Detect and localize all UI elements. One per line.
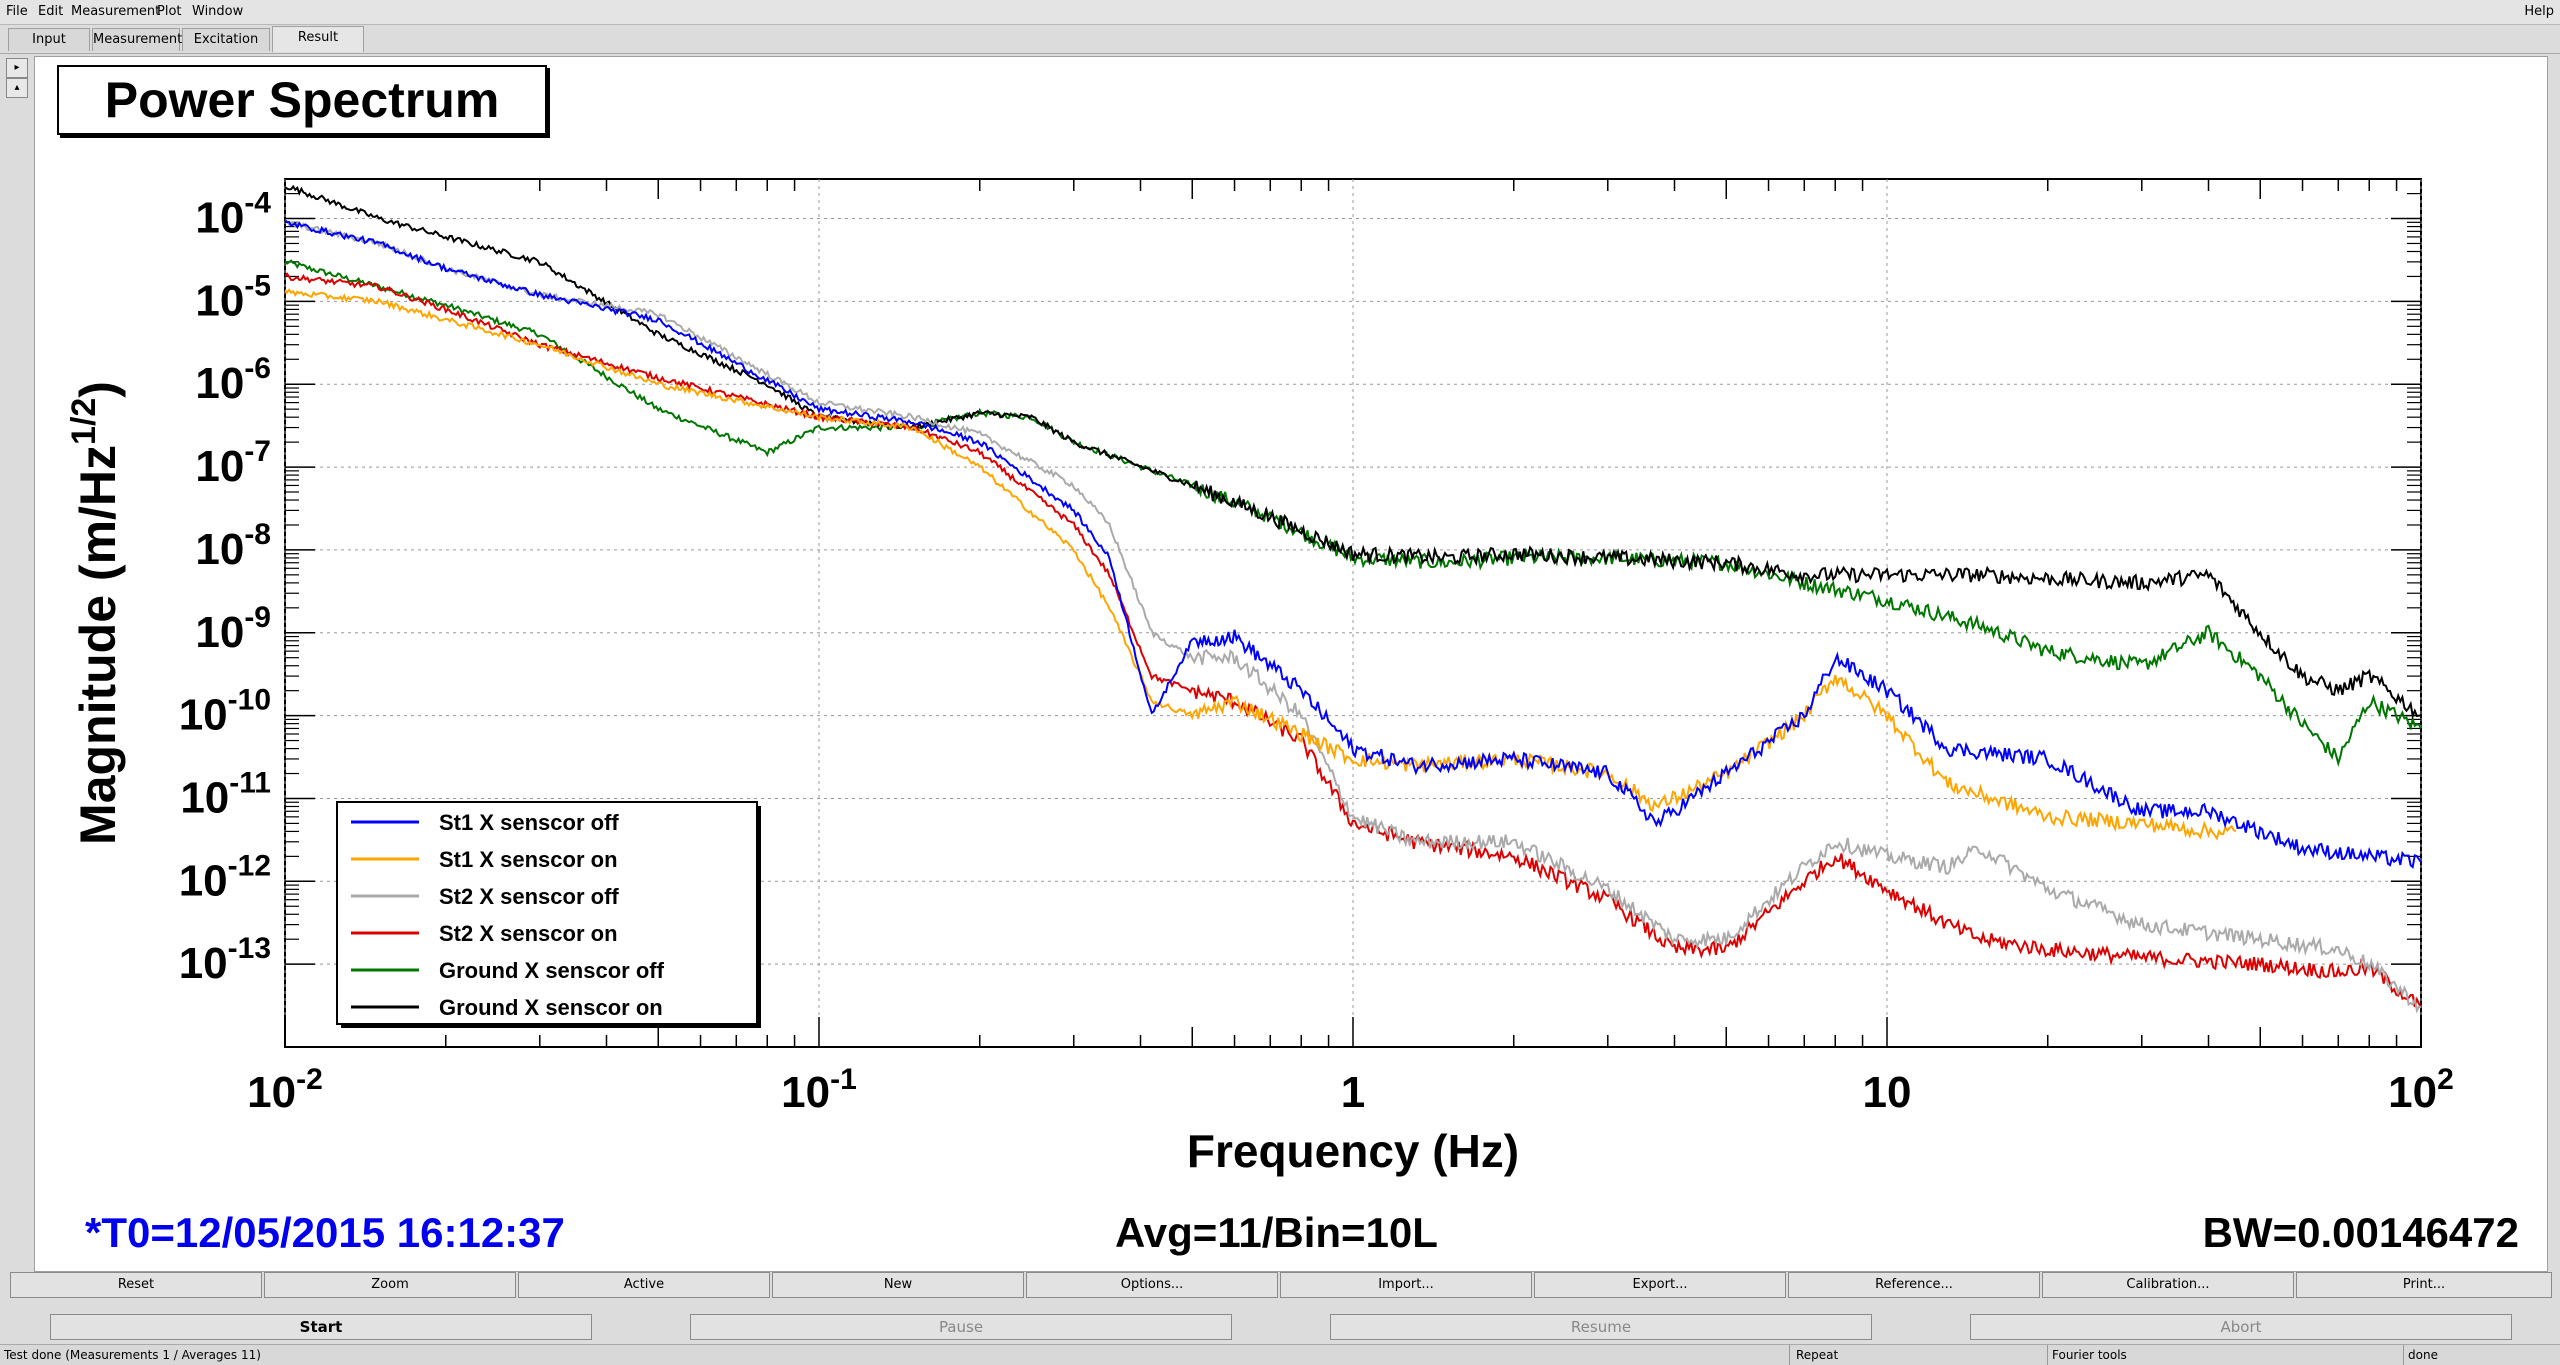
status-repeat: Repeat [1792,1345,2048,1365]
menu-edit[interactable]: Edit [38,4,64,19]
t0-timestamp: *T0=12/05/2015 16:12:37 [85,1209,565,1256]
legend-box [336,801,758,1025]
menu-window[interactable]: Window [192,4,244,19]
y-tick-label: 10-10 [179,684,271,740]
import-button[interactable]: Import... [1280,1272,1532,1298]
legend-label: Ground X senscor off [439,958,665,983]
menu-help[interactable]: Help [2524,4,2554,19]
tab-excitation[interactable]: Excitation [182,28,270,51]
tab-result[interactable]: Result [272,26,364,52]
expand-right-icon[interactable]: ▸ [6,58,28,78]
reset-button[interactable]: Reset [10,1272,262,1298]
y-tick-label: 10-13 [179,932,271,988]
legend-label: St2 X senscor off [439,884,619,909]
legend-label: St1 X senscor off [439,810,619,835]
resume-button[interactable]: Resume [1330,1314,1872,1340]
series-line [285,272,2421,1008]
y-tick-label: 10-11 [180,766,271,822]
series-line [285,219,2421,869]
plot-title-box: Power Spectrum [57,65,547,135]
status-message: Test done (Measurements 1 / Averages 11) [0,1345,1790,1365]
legend-label: St2 X senscor on [439,921,618,946]
status-bar: Test done (Measurements 1 / Averages 11)… [0,1344,2560,1365]
plot-panel: 10-2 10-1 1 10 102 10-13 10-12 10-11 10-10 10-9 10… [34,56,2548,1272]
x-tick-label: 1 [1341,1068,1365,1117]
x-tick-label: 10 [1863,1068,1912,1117]
collapse-up-icon[interactable]: ▴ [6,78,28,98]
bandwidth-label: BW=0.00146472 [2202,1209,2519,1256]
y-tick-label: 10-12 [179,849,271,905]
y-tick-label: 10-7 [195,435,271,491]
y-tick-label: 10-8 [195,518,271,574]
legend-label: St1 X senscor on [439,847,618,872]
active-button[interactable]: Active [518,1272,770,1298]
series-line [285,219,2421,1014]
x-tick-label: 10-2 [247,1063,323,1117]
series-line [285,288,2237,841]
status-tools: Fourier tools [2048,1345,2404,1365]
averages-label: Avg=11/Bin=10L [1115,1209,1438,1256]
y-tick-label: 10-4 [195,187,271,243]
print-button[interactable]: Print... [2296,1272,2552,1298]
export-button[interactable]: Export... [1534,1272,1786,1298]
pause-button[interactable]: Pause [690,1314,1232,1340]
new-button[interactable]: New [772,1272,1024,1298]
y-tick-label: 10-5 [195,269,271,325]
menu-measurement[interactable]: Measurement [71,4,161,19]
y-tick-label: 10-6 [195,352,271,408]
plot-toolbar: Reset Zoom Active New Options... Import.… [0,1272,2560,1302]
tab-measurement[interactable]: Measurement [92,28,182,51]
x-tick-label: 10-1 [781,1063,857,1117]
abort-button[interactable]: Abort [1970,1314,2512,1340]
reference-button[interactable]: Reference... [1788,1272,2040,1298]
tab-input[interactable]: Input [8,28,90,51]
calibration-button[interactable]: Calibration... [2042,1272,2294,1298]
menu-bar: File Edit Measurement Plot Window Help [0,0,2560,25]
start-button[interactable]: Start [50,1314,592,1340]
menu-plot[interactable]: Plot [157,4,182,19]
menu-file[interactable]: File [6,4,28,19]
options-button[interactable]: Options... [1026,1272,1278,1298]
y-axis-title: Magnitude (m/Hz1/2) [65,381,126,845]
y-tick-label: 10-9 [195,601,271,657]
x-tick-label: 102 [2388,1063,2454,1117]
power-spectrum-chart[interactable]: 10-2 10-1 1 10 10210-1310-1210-1110-1010-910… [35,57,2547,1271]
series-line [285,184,2421,720]
zoom-button[interactable]: Zoom [264,1272,516,1298]
x-axis-title: Frequency (Hz) [1187,1125,1519,1177]
legend-label: Ground X senscor on [439,995,663,1020]
tab-bar: Input Measurement Excitation Result [0,25,2560,54]
status-state: done [2408,1348,2438,1362]
measurement-controls: Start Pause Resume Abort [0,1310,2560,1344]
